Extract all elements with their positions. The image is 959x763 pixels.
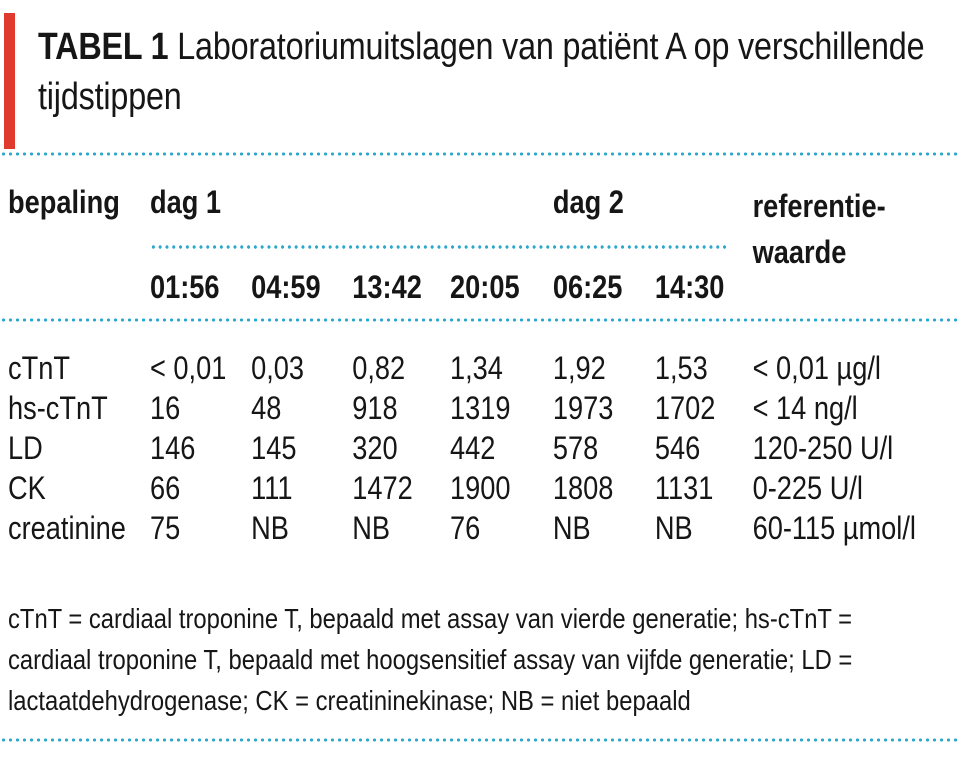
value-cell: 1,92 <box>552 350 606 386</box>
value-cell: 66 <box>149 470 181 506</box>
value-cell: 918 <box>352 390 398 426</box>
value-cell: 578 <box>552 430 599 466</box>
header-day2: dag 2 <box>552 184 624 220</box>
row-label: LD <box>8 430 43 466</box>
row-label: hs-cTnT <box>8 390 108 426</box>
dotted-rule-bottom <box>0 738 959 742</box>
value-cell: < 0,01 <box>149 350 227 386</box>
value-cell: 1,53 <box>654 350 708 386</box>
value-cell: 1808 <box>552 470 614 506</box>
row-label: creatinine <box>8 510 126 546</box>
time-header: 13:42 <box>352 269 422 305</box>
value-cell: 546 <box>654 430 701 466</box>
time-header: 06:25 <box>552 269 623 305</box>
footnote-line: cardiaal troponine T, bepaald met hoogse… <box>8 644 853 675</box>
reference-cell: < 14 ng/l <box>752 390 858 426</box>
footnote-line: cTnT = cardiaal troponine T, bepaald met… <box>8 603 853 634</box>
value-cell: 111 <box>251 470 293 506</box>
value-cell: 145 <box>251 430 297 466</box>
header-reference-line1: referentie- <box>752 188 886 224</box>
table-title-text: Laboratoriumuitslagen van patiënt A op v… <box>38 26 925 118</box>
value-cell: 0,82 <box>352 350 406 386</box>
value-cell: 0,03 <box>251 350 305 386</box>
value-cell: 76 <box>450 510 481 546</box>
header-day1: dag 1 <box>149 184 221 220</box>
value-cell: NB <box>251 510 289 546</box>
header-determination: bepaling <box>8 184 120 220</box>
value-cell: 16 <box>149 390 181 426</box>
table-header: bepaling dag 1 dag 2 referentie- waarde … <box>8 183 951 315</box>
value-cell: 146 <box>149 430 196 466</box>
value-cell: 1472 <box>352 470 413 506</box>
value-cell: 1319 <box>450 390 511 426</box>
header-reference-line2: waarde <box>752 234 847 270</box>
time-header: 14:30 <box>654 269 725 305</box>
value-cell: 1973 <box>552 390 614 426</box>
value-cell: 442 <box>450 430 496 466</box>
dotted-rule-day-group <box>149 245 728 249</box>
dotted-rule-header-bottom <box>0 318 959 322</box>
value-cell: 1,34 <box>450 350 503 386</box>
reference-cell: 60-115 µmol/l <box>752 510 916 546</box>
dotted-rule-top <box>0 152 959 156</box>
reference-cell: < 0,01 µg/l <box>752 350 881 386</box>
table-title-label: TABEL 1 <box>38 26 169 68</box>
table-footnote: cTnT = cardiaal troponine T, bepaald met… <box>8 598 951 721</box>
value-cell: 48 <box>251 390 282 426</box>
reference-cell: 120-250 U/l <box>752 430 894 466</box>
footnote-line: lactaatdehydrogenase; CK = creatininekin… <box>8 685 691 716</box>
row-label: CK <box>8 470 46 506</box>
value-cell: 1900 <box>450 470 511 506</box>
time-header: 20:05 <box>450 269 520 305</box>
time-header: 01:56 <box>149 269 220 305</box>
value-cell: 1702 <box>654 390 716 426</box>
value-cell: 1131 <box>654 470 714 506</box>
row-label: cTnT <box>8 350 70 386</box>
time-header: 04:59 <box>251 269 321 305</box>
value-cell: NB <box>654 510 693 546</box>
header-reference: referentie- waarde <box>752 183 951 270</box>
table-title: TABEL 1 Laboratoriumuitslagen van patiën… <box>38 22 959 122</box>
value-cell: NB <box>352 510 391 546</box>
reference-cell: 0-225 U/l <box>752 470 863 506</box>
accent-bar <box>4 13 15 149</box>
value-cell: 75 <box>149 510 181 546</box>
value-cell: 320 <box>352 430 398 466</box>
value-cell: NB <box>552 510 591 546</box>
table-body: cTnT < 0,01 0,03 0,82 1,34 1,92 1,53 < 0… <box>8 348 951 548</box>
